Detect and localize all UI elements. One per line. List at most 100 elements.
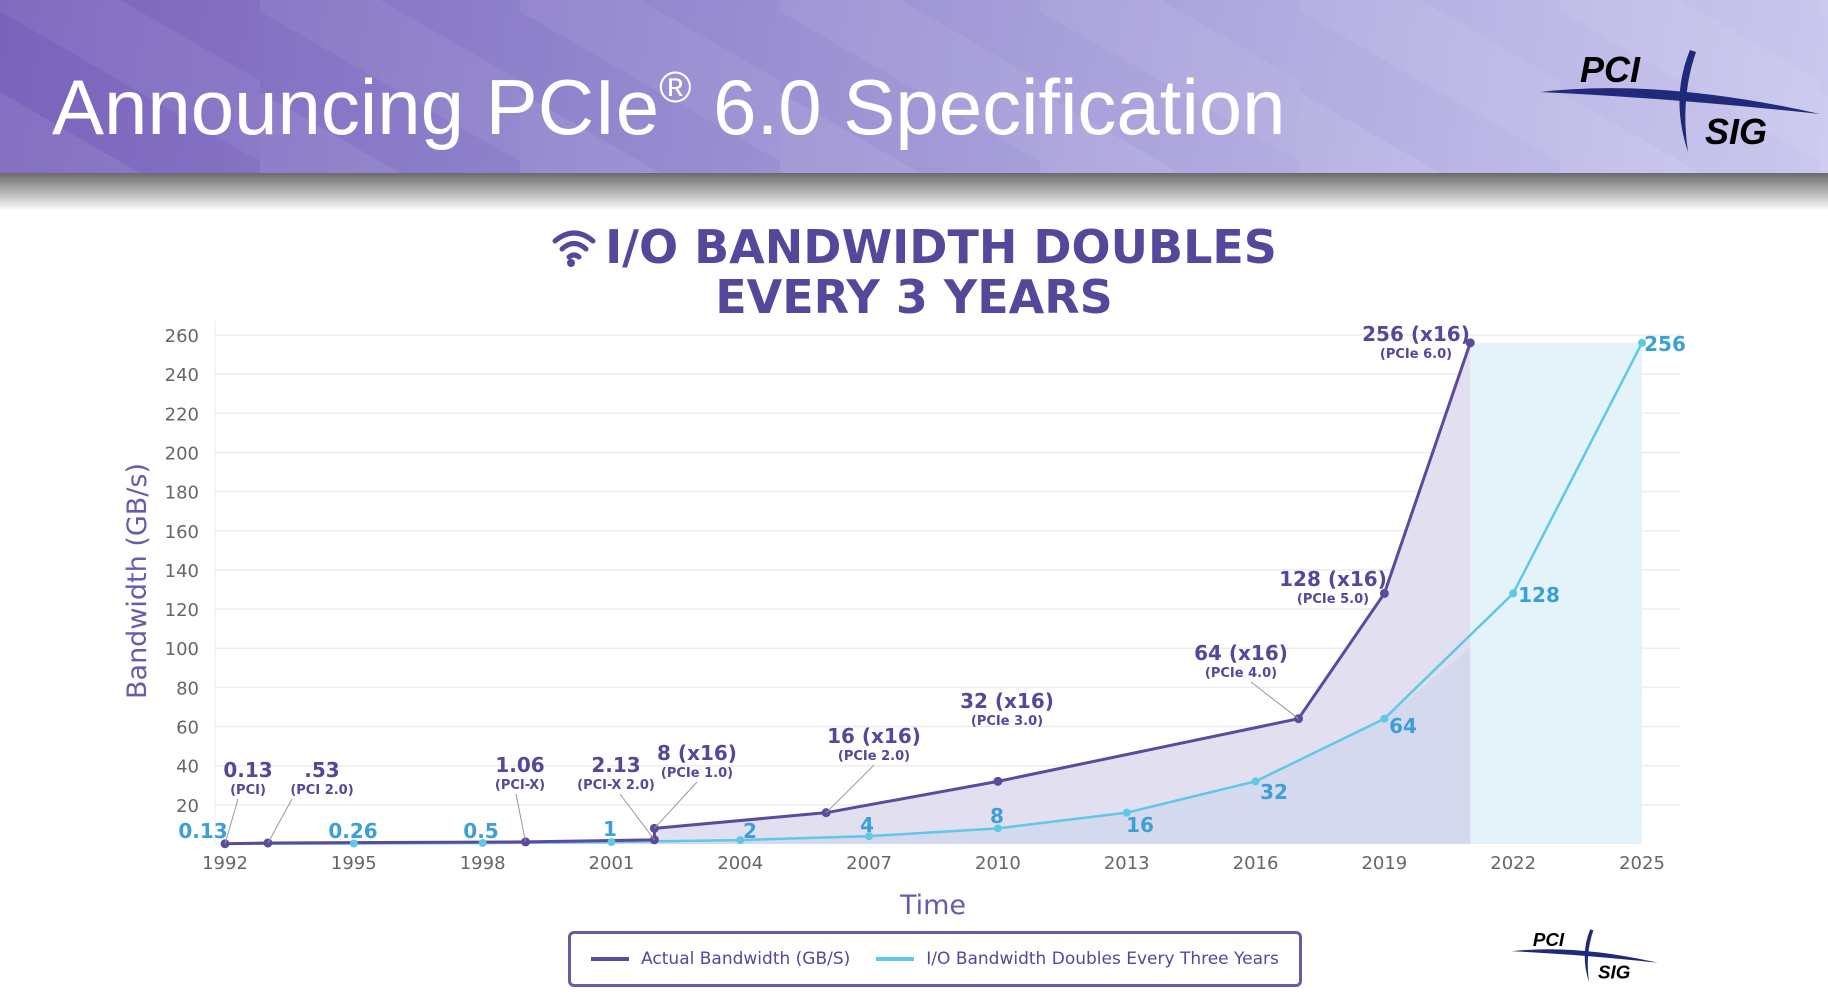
annotation-leader <box>619 793 655 841</box>
annotation-generation: (PCI 2.0) <box>290 783 353 798</box>
legend: Actual Bandwidth (GB/S) I/O Bandwidth Do… <box>568 931 1302 987</box>
doubling-point <box>865 832 874 841</box>
y-tick-label: 80 <box>176 678 199 699</box>
actual-point <box>993 776 1003 786</box>
x-axis-title: Time <box>899 890 966 921</box>
doubling-value-label: 16 <box>1126 813 1154 837</box>
doubling-point <box>1380 714 1389 723</box>
svg-text:SIG: SIG <box>1705 111 1767 152</box>
annotation-value: 16 (x16) <box>827 724 921 748</box>
title-suffix: 6.0 Specification <box>691 63 1286 151</box>
doubling-value-label: 1 <box>603 817 617 841</box>
annotation-generation: (PCIe 5.0) <box>1297 592 1369 607</box>
doubling-point <box>736 836 745 845</box>
y-tick-label: 100 <box>165 639 199 660</box>
annotation-value: 128 (x16) <box>1279 567 1387 591</box>
legend-item-actual: Actual Bandwidth (GB/S) <box>591 949 850 969</box>
x-tick-label: 1992 <box>202 853 248 874</box>
svg-text:SIG: SIG <box>1598 961 1631 982</box>
doubling-point <box>1638 338 1646 347</box>
projection-area <box>1470 342 1642 844</box>
doubling-point <box>993 824 1002 833</box>
annotation-leader <box>224 798 239 844</box>
legend-item-doubling: I/O Bandwidth Doubles Every Three Years <box>876 949 1279 969</box>
annotation-generation: (PCI-X) <box>495 778 545 793</box>
annotation-generation: (PCIe 3.0) <box>971 714 1043 729</box>
legend-label: I/O Bandwidth Doubles Every Three Years <box>926 949 1279 969</box>
doubling-value-label: 8 <box>990 804 1004 828</box>
annotation-leader <box>654 781 698 829</box>
doubling-value-label: 4 <box>860 813 874 837</box>
y-tick-label: 220 <box>165 404 199 425</box>
y-tick-label: 60 <box>176 718 199 739</box>
annotation-leader <box>825 764 875 814</box>
annotation-leader <box>1250 681 1299 720</box>
annotation-value: 8 (x16) <box>657 741 737 765</box>
annotation-value: .53 <box>304 758 339 782</box>
doubling-value-label: 2 <box>743 819 757 843</box>
y-tick-label: 200 <box>165 443 199 464</box>
annotation-generation: (PCIe 1.0) <box>661 766 733 781</box>
annotation-value: 2.13 <box>591 753 640 777</box>
y-tick-label: 240 <box>165 365 199 386</box>
doubling-value-label: 128 <box>1518 583 1560 607</box>
x-tick-label: 2007 <box>846 853 892 874</box>
annotation-value: 64 (x16) <box>1194 641 1288 665</box>
wifi-signal-icon <box>552 230 596 267</box>
x-tick-label: 2016 <box>1233 853 1279 874</box>
doubling-value-label: 0.5 <box>463 819 498 843</box>
y-tick-label: 160 <box>165 522 199 543</box>
annotation-generation: (PCIe 2.0) <box>838 749 910 764</box>
annotation-value: 256 (x16) <box>1362 322 1470 346</box>
doubling-point <box>607 838 616 847</box>
doubling-point <box>1251 777 1260 786</box>
annotation-value: 1.06 <box>495 753 544 777</box>
chart-title-line-2: EVERY 3 YEARS <box>715 270 1113 324</box>
x-tick-label: 2004 <box>717 853 763 874</box>
svg-text:PCI: PCI <box>1580 49 1641 90</box>
slide-header <box>0 0 1828 173</box>
doubling-area <box>225 647 1471 844</box>
x-tick-label: 2013 <box>1104 853 1150 874</box>
x-tick-label: 2001 <box>589 853 635 874</box>
doubling-point <box>478 839 487 848</box>
pci-sig-logo: PCI SIG <box>1540 49 1820 152</box>
y-tick-label: 180 <box>165 483 199 504</box>
x-tick-label: 2022 <box>1490 853 1536 874</box>
doubling-point <box>349 839 358 848</box>
pci-sig-logo-small: PCI SIG <box>1512 929 1658 983</box>
y-axis-title: Bandwidth (GB/s) <box>122 463 153 699</box>
x-tick-label: 1998 <box>460 853 506 874</box>
actual-point <box>1379 588 1389 598</box>
slide-title: Announcing PCIe® 6.0 Specification <box>52 62 1286 153</box>
annotation-generation: (PCIe 6.0) <box>1380 347 1452 362</box>
y-tick-label: 140 <box>165 561 199 582</box>
doubling-point <box>1509 589 1518 598</box>
doubling-point <box>1122 808 1131 817</box>
doubling-value-label: 32 <box>1260 780 1288 804</box>
doubling-value-label: 0.13 <box>178 819 227 843</box>
x-tick-label: 2025 <box>1619 853 1665 874</box>
chart-title-line-1: I/O BANDWIDTH DOUBLES <box>605 220 1277 274</box>
header-shadow <box>0 173 1828 211</box>
x-tick-label: 2019 <box>1361 853 1407 874</box>
chart-title: I/O BANDWIDTH DOUBLES EVERY 3 YEARS <box>0 222 1828 322</box>
doubling-value-label: 64 <box>1389 714 1417 738</box>
svg-text:PCI: PCI <box>1533 929 1565 950</box>
x-tick-label: 2010 <box>975 853 1021 874</box>
actual-point <box>1465 338 1475 348</box>
annotation-leader <box>267 798 293 844</box>
annotation-generation: (PCI) <box>230 783 266 798</box>
annotation-generation: (PCIe 4.0) <box>1205 666 1277 681</box>
y-tick-label: 120 <box>165 600 199 621</box>
doubling-value-label: 0.26 <box>328 819 377 843</box>
y-tick-label: 260 <box>165 326 199 347</box>
legend-label: Actual Bandwidth (GB/S) <box>641 949 851 969</box>
legend-swatch <box>591 957 630 961</box>
registered-mark: ® <box>659 63 692 112</box>
annotation-value: 32 (x16) <box>960 689 1054 713</box>
annotation-value: 0.13 <box>223 758 272 782</box>
y-tick-label: 40 <box>176 757 199 778</box>
doubling-value-label: 256 <box>1644 332 1686 356</box>
